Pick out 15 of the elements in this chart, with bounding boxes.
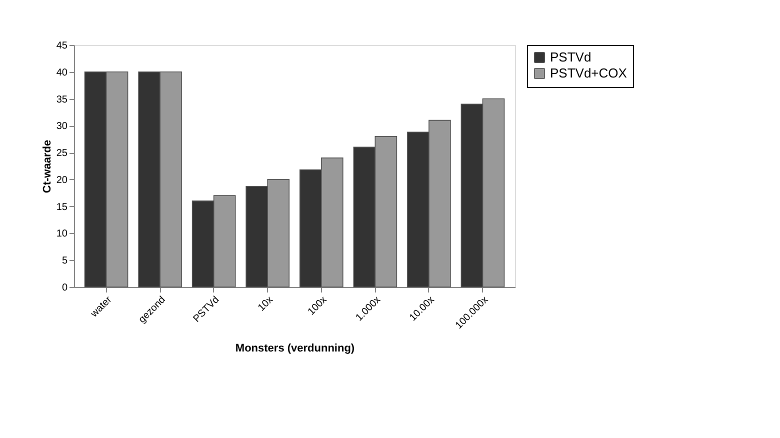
y-tick-label: 5 <box>62 256 68 267</box>
y-tick-label: 35 <box>56 94 68 106</box>
y-tick-label: 45 <box>56 40 68 52</box>
y-axis-title: Ct-waarde <box>41 140 54 194</box>
legend-label: PSTVd <box>550 50 592 64</box>
y-tick-label: 0 <box>62 282 68 294</box>
x-tick-label: 10x <box>256 294 276 314</box>
x-axis-title: Monsters (verdunning) <box>235 342 355 355</box>
y-tick-label: 10 <box>56 228 68 240</box>
legend-label: PSTVd+COX <box>550 66 628 80</box>
y-tick-label: 30 <box>56 121 68 132</box>
y-tick-label: 15 <box>56 202 68 213</box>
y-tick-label: 25 <box>56 148 68 160</box>
y-tick-label: 20 <box>56 174 68 186</box>
y-tick-label: 40 <box>56 67 68 78</box>
